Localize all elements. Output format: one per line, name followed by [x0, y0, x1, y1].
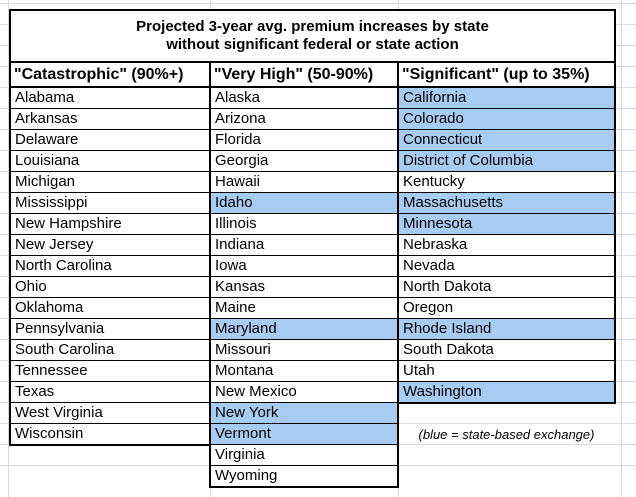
state-cell[interactable]: Maine — [211, 298, 397, 319]
state-cell[interactable]: New Jersey — [11, 235, 209, 256]
state-cell[interactable]: Vermont — [211, 424, 397, 445]
state-cell[interactable]: Illinois — [211, 214, 397, 235]
state-cell[interactable]: New Mexico — [211, 382, 397, 403]
state-cell[interactable]: Florida — [211, 130, 397, 151]
state-cell[interactable]: West Virginia — [11, 403, 209, 424]
column-significant-cells: California Colorado Connecticut District of… — [399, 88, 614, 403]
state-cell[interactable]: Delaware — [11, 130, 209, 151]
state-cell[interactable]: Maryland — [211, 319, 397, 340]
state-cell[interactable]: North Dakota — [399, 277, 614, 298]
table-border-left — [9, 9, 11, 446]
state-cell[interactable]: Montana — [211, 361, 397, 382]
state-cell[interactable]: Texas — [11, 382, 209, 403]
state-cell[interactable]: Alaska — [211, 88, 397, 109]
state-cell[interactable]: Alabama — [11, 88, 209, 109]
state-cell[interactable]: Michigan — [11, 172, 209, 193]
state-cell[interactable]: South Carolina — [11, 340, 209, 361]
column-very-high-cells: Alaska Arizona Florida Georgia Hawaii Idaho Il… — [211, 88, 397, 487]
legend-note[interactable]: (blue = state-based exchange) — [418, 427, 595, 442]
table-title-cell[interactable]: Projected 3-year avg. premium increases … — [11, 11, 614, 61]
table-border-top — [9, 9, 616, 11]
state-cell[interactable]: Indiana — [211, 235, 397, 256]
gridline-vertical — [8, 0, 9, 497]
state-cell[interactable]: Arizona — [211, 109, 397, 130]
table-border-col1-bottom — [9, 444, 211, 446]
column-header-catastrophic[interactable]: "Catastrophic" (90%+) — [11, 63, 209, 86]
state-cell[interactable]: Pennsylvania — [11, 319, 209, 340]
state-cell[interactable]: California — [399, 88, 614, 109]
state-cell[interactable]: South Dakota — [399, 340, 614, 361]
state-cell[interactable]: New Hampshire — [11, 214, 209, 235]
column-header-significant[interactable]: "Significant" (up to 35%) — [399, 63, 614, 86]
state-cell[interactable]: Louisiana — [11, 151, 209, 172]
state-cell[interactable]: Rhode Island — [399, 319, 614, 340]
state-cell[interactable]: Arkansas — [11, 109, 209, 130]
table-border-separator-2 — [397, 61, 399, 488]
state-cell[interactable]: Mississippi — [11, 193, 209, 214]
table-border-col3-bottom — [397, 402, 616, 404]
table-border-right — [614, 9, 616, 404]
state-cell[interactable]: Connecticut — [399, 130, 614, 151]
state-cell[interactable]: District of Columbia — [399, 151, 614, 172]
state-cell[interactable]: Hawaii — [211, 172, 397, 193]
state-cell[interactable]: New York — [211, 403, 397, 424]
state-cell[interactable]: Nevada — [399, 256, 614, 277]
gridline-vertical — [621, 0, 622, 497]
state-cell[interactable]: Minnesota — [399, 214, 614, 235]
state-cell[interactable]: Georgia — [211, 151, 397, 172]
state-cell[interactable]: Oregon — [399, 298, 614, 319]
state-cell[interactable]: Washington — [399, 382, 614, 403]
table-title-line1: Projected 3-year avg. premium increases … — [136, 18, 489, 35]
table-border-separator-1 — [209, 61, 211, 488]
state-cell[interactable]: Kansas — [211, 277, 397, 298]
table-border-header-bottom — [9, 86, 616, 88]
state-cell[interactable]: Nebraska — [399, 235, 614, 256]
state-cell[interactable]: Wisconsin — [11, 424, 209, 445]
state-cell[interactable]: Oklahoma — [11, 298, 209, 319]
state-cell[interactable]: Iowa — [211, 256, 397, 277]
state-cell[interactable]: Colorado — [399, 109, 614, 130]
state-cell[interactable]: Idaho — [211, 193, 397, 214]
state-cell[interactable]: Virginia — [211, 445, 397, 466]
column-catastrophic-cells: Alabama Arkansas Delaware Louisiana Michigan… — [11, 88, 209, 445]
state-cell[interactable]: Utah — [399, 361, 614, 382]
state-cell[interactable]: Ohio — [11, 277, 209, 298]
column-header-very-high[interactable]: "Very High" (50-90%) — [211, 63, 397, 86]
state-cell[interactable]: Tennessee — [11, 361, 209, 382]
state-cell[interactable]: Kentucky — [399, 172, 614, 193]
table-title-line2: without significant federal or state act… — [166, 36, 459, 53]
state-cell[interactable]: Wyoming — [211, 466, 397, 487]
table-border-title-bottom — [9, 61, 616, 63]
state-cell[interactable]: Missouri — [211, 340, 397, 361]
state-cell[interactable]: North Carolina — [11, 256, 209, 277]
table-border-col2-bottom — [209, 486, 399, 488]
state-cell[interactable]: Massachusetts — [399, 193, 614, 214]
